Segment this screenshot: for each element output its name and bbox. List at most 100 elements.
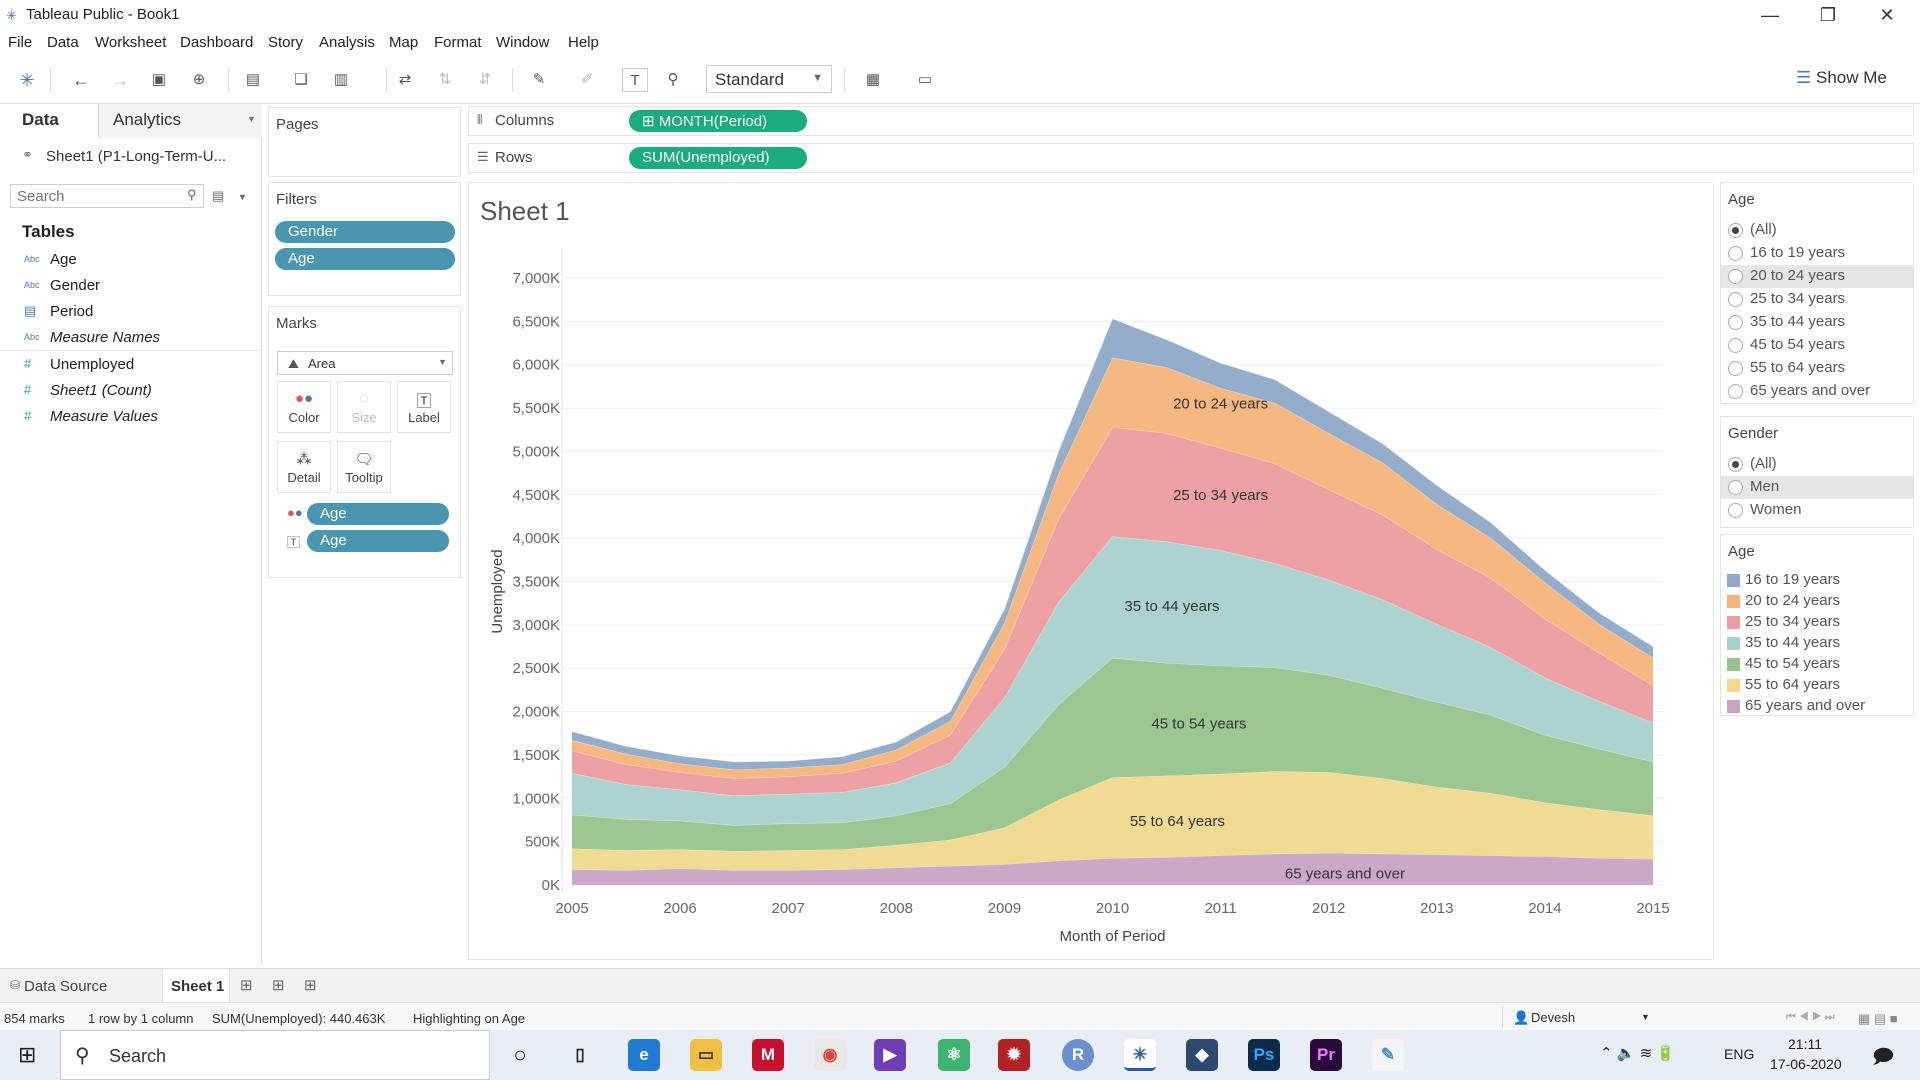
size-button[interactable]: ◌ Size <box>337 381 391 433</box>
taskbar-search[interactable]: ⚲ Search <box>60 1030 490 1080</box>
age-filter-option[interactable]: 20 to 24 years <box>1721 265 1913 288</box>
cortana-icon[interactable]: ○ <box>513 1042 527 1067</box>
menu-dashboard[interactable]: Dashboard <box>180 34 254 51</box>
field-gender[interactable]: Abc Gender <box>0 277 260 297</box>
chevron-down-icon[interactable]: ▼ <box>247 114 256 124</box>
view-toggle-icon[interactable]: ▦ ▤ ■ <box>1858 1011 1898 1026</box>
radio-icon[interactable] <box>1728 315 1743 330</box>
undo-icon[interactable]: ← <box>72 70 90 90</box>
legend-item[interactable]: 45 to 54 years <box>1721 653 1913 676</box>
chevron-down-icon[interactable]: ▼ <box>238 192 247 202</box>
atom-icon[interactable]: ⚛ <box>938 1039 970 1071</box>
radio-icon[interactable] <box>1728 384 1743 399</box>
system-tray-icons[interactable]: ⌃ 🔈 ≋ 🔋 <box>1600 1045 1675 1062</box>
minimize-button[interactable]: — <box>1761 5 1779 25</box>
new-worksheet-icon[interactable]: ⊞ <box>240 977 253 994</box>
radio-icon[interactable] <box>1728 361 1743 376</box>
menu-help[interactable]: Help <box>568 34 599 51</box>
detail-button[interactable]: ⁂ Detail <box>277 441 331 493</box>
search-field[interactable]: ⚲ <box>10 184 204 208</box>
fit-select[interactable]: Standard ▼ <box>706 65 832 93</box>
menu-file[interactable]: File <box>8 34 33 51</box>
marks-pill-age-color[interactable]: Age <box>307 503 449 525</box>
show-cards-icon[interactable]: ▦ <box>865 71 881 88</box>
paint-icon[interactable]: ✎ <box>1372 1039 1404 1071</box>
field-measure-values[interactable]: # Measure Values <box>0 408 260 428</box>
mark-type-select[interactable]: ⛰ Area ▼ <box>277 351 453 375</box>
data-source-name[interactable]: Sheet1 (P1-Long-Term-U... <box>46 148 227 165</box>
radio-icon[interactable] <box>1728 503 1743 518</box>
menu-analysis[interactable]: Analysis <box>319 34 375 51</box>
windows-start-icon[interactable]: ⊞ <box>18 1042 37 1067</box>
legend-item[interactable]: 35 to 44 years <box>1721 632 1913 655</box>
field-unemployed[interactable]: # Unemployed <box>0 356 260 376</box>
menu-format[interactable]: Format <box>434 34 482 51</box>
redo-icon[interactable]: → <box>111 70 129 90</box>
mcafee-icon[interactable]: M <box>752 1039 784 1071</box>
fix-axes-icon[interactable]: ⚲ <box>667 71 679 88</box>
view-list-icon[interactable]: ▤ <box>212 188 225 203</box>
legend-item[interactable]: 20 to 24 years <box>1721 590 1913 613</box>
legend-item[interactable]: 55 to 64 years <box>1721 674 1913 697</box>
new-dashboard-icon[interactable]: ⊞ <box>272 977 285 994</box>
gender-filter-option[interactable]: Women <box>1721 499 1913 522</box>
mysql-icon[interactable]: ◆ <box>1186 1039 1218 1071</box>
age-filter-option[interactable]: 35 to 44 years <box>1721 311 1913 334</box>
age-filter-option[interactable]: 25 to 34 years <box>1721 288 1913 311</box>
chrome-icon[interactable]: ◉ <box>814 1039 846 1071</box>
age-filter-option[interactable]: (All) <box>1721 219 1913 242</box>
tab-analytics[interactable]: Analytics ▼ <box>98 104 262 138</box>
sort-descending-icon[interactable]: ⇵ <box>478 71 492 88</box>
menu-worksheet[interactable]: Worksheet <box>95 34 167 51</box>
viz-area[interactable] <box>468 182 1714 960</box>
premiere-icon[interactable]: Pr <box>1310 1039 1342 1071</box>
label-button[interactable]: 🅃 Label <box>397 381 451 433</box>
legend-item[interactable]: 16 to 19 years <box>1721 569 1913 592</box>
radio-icon[interactable] <box>1728 338 1743 353</box>
legend-item[interactable]: 25 to 34 years <box>1721 611 1913 634</box>
show-mark-labels-icon[interactable]: T <box>622 68 648 92</box>
sheet-title[interactable]: Sheet 1 <box>480 196 570 226</box>
radio-icon[interactable] <box>1728 246 1743 261</box>
rows-shelf[interactable]: ☰ Rows SUM(Unemployed) <box>468 143 1914 173</box>
swap-rows-columns-icon[interactable]: ⇄ <box>398 71 412 88</box>
tooltip-button[interactable]: 🗨 Tooltip <box>337 441 391 493</box>
filter-pill-age[interactable]: Age <box>275 248 455 270</box>
clock-date[interactable]: 17-06-2020 <box>1770 1056 1842 1072</box>
columns-shelf[interactable]: ⫴ Columns ⊞ MONTH(Period) <box>468 106 1914 136</box>
sort-ascending-icon[interactable]: ⇅ <box>438 71 452 88</box>
radio-icon[interactable] <box>1728 292 1743 307</box>
media-player-icon[interactable]: ▶ <box>874 1039 906 1071</box>
language-indicator[interactable]: ENG <box>1724 1046 1755 1062</box>
age-filter-option[interactable]: 55 to 64 years <box>1721 357 1913 380</box>
save-icon[interactable]: ▣ <box>151 71 167 88</box>
highlight-icon[interactable]: ✎ <box>532 71 546 88</box>
game-icon[interactable]: ✹ <box>998 1039 1030 1071</box>
data-source-tab[interactable]: ⛁ Data Source <box>0 969 162 1002</box>
show-me-button[interactable]: ☰ Show Me <box>1796 68 1887 88</box>
radio-icon[interactable] <box>1728 223 1743 238</box>
sheet-nav-icon[interactable]: ⏮ ◀ ▶ ⏭ <box>1786 1011 1835 1023</box>
filters-card[interactable]: Filters Gender Age <box>268 182 461 296</box>
field-sheet1-count[interactable]: # Sheet1 (Count) <box>0 382 260 402</box>
menu-window[interactable]: Window <box>496 34 550 51</box>
gender-filter-option[interactable]: Men <box>1721 476 1913 499</box>
field-age[interactable]: Abc Age <box>0 251 260 271</box>
menu-data[interactable]: Data <box>47 34 79 51</box>
sheet1-tab[interactable]: Sheet 1 <box>162 969 230 1002</box>
tableau-logo-icon[interactable]: ✳ <box>19 70 35 90</box>
photoshop-icon[interactable]: Ps <box>1248 1039 1280 1071</box>
menu-map[interactable]: Map <box>389 34 419 51</box>
filter-pill-gender[interactable]: Gender <box>275 221 455 243</box>
radio-icon[interactable] <box>1728 480 1743 495</box>
r-icon[interactable]: R <box>1062 1039 1094 1071</box>
field-measure-names[interactable]: Abc Measure Names <box>0 329 260 349</box>
gender-filter-option[interactable]: (All) <box>1721 453 1913 476</box>
group-members-icon[interactable]: ✐ <box>580 71 594 88</box>
radio-icon[interactable] <box>1728 457 1743 472</box>
presentation-mode-icon[interactable]: ▭ <box>917 71 933 88</box>
notifications-icon[interactable]: 🗩 <box>1872 1046 1895 1068</box>
tab-data[interactable]: Data <box>0 104 98 138</box>
tableau-taskbar-icon[interactable]: ✳ <box>1124 1039 1156 1071</box>
clock-time[interactable]: 21:11 <box>1788 1036 1822 1052</box>
